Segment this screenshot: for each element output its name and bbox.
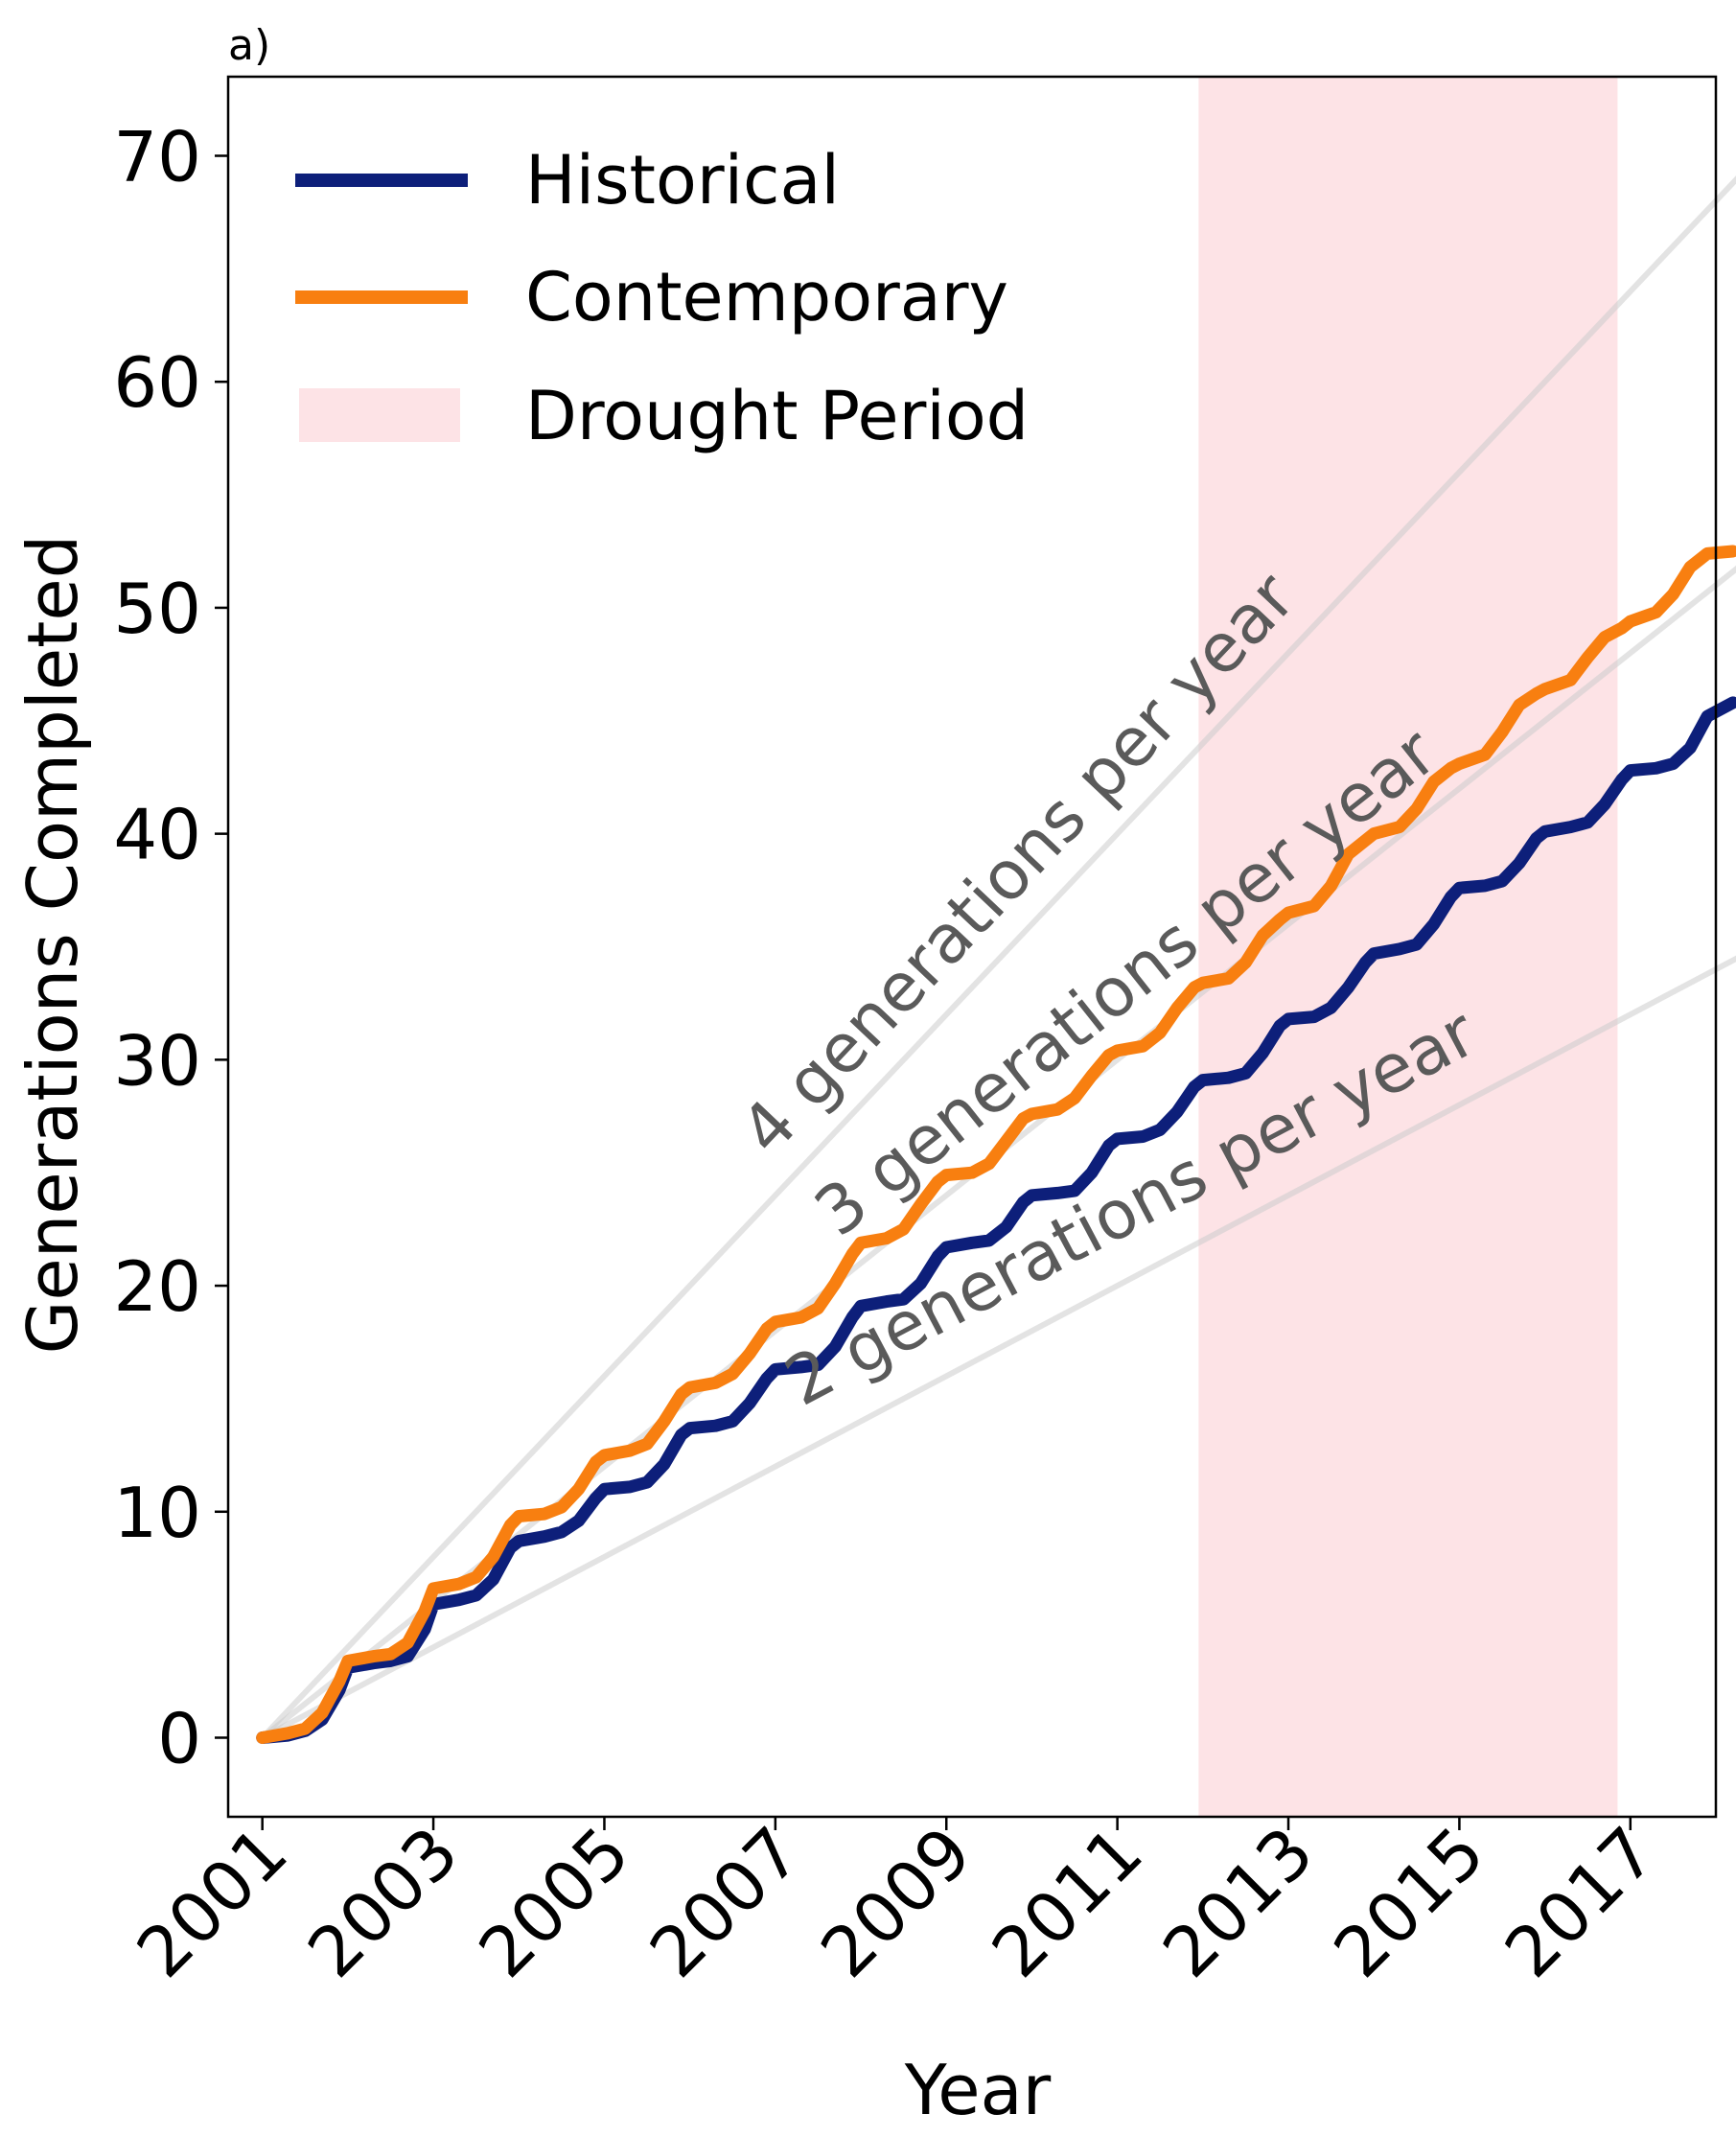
x-tick-label-2003: 2003 (292, 1812, 474, 1993)
legend: Historical Contemporary Drought Period (295, 141, 1029, 455)
x-tick-label-2005: 2005 (464, 1812, 645, 1993)
x-axis-title: Year (904, 2050, 1052, 2130)
y-tick-label-20: 20 (113, 1246, 201, 1327)
legend-swatch-drought (299, 388, 460, 442)
y-tick-label-40: 40 (113, 795, 201, 875)
x-tick-label-2001: 2001 (122, 1812, 303, 1993)
x-tick-label-2011: 2011 (977, 1812, 1158, 1993)
x-tick-label-2015: 2015 (1318, 1812, 1499, 1993)
panel-label: a) (228, 21, 270, 70)
legend-label-drought: Drought Period (525, 377, 1029, 455)
x-tick-label-2007: 2007 (635, 1812, 816, 1993)
reference-line-4-per-year (260, 175, 1736, 1740)
reference-line-2-per-year (261, 955, 1736, 1741)
legend-label-contemporary: Contemporary (525, 258, 1008, 337)
plot-frame (226, 75, 1718, 1819)
series-line-historical (256, 696, 1736, 1744)
series-lines (256, 545, 1736, 1744)
y-tick-label-50: 50 (113, 569, 201, 649)
series-line-contemporary (256, 545, 1736, 1744)
y-axis-title: Generations Completed (12, 535, 93, 1355)
legend-label-historical: Historical (525, 141, 840, 220)
y-tick-label-30: 30 (113, 1020, 201, 1101)
y-tick-label-70: 70 (113, 117, 201, 197)
x-tick-label-2013: 2013 (1147, 1812, 1329, 1993)
x-tick-label-2017: 2017 (1490, 1812, 1671, 1993)
y-tick-label-0: 0 (157, 1699, 201, 1779)
x-tick-label-2009: 2009 (805, 1812, 986, 1993)
y-tick-label-60: 60 (113, 342, 201, 423)
y-tick-label-10: 10 (113, 1473, 201, 1553)
